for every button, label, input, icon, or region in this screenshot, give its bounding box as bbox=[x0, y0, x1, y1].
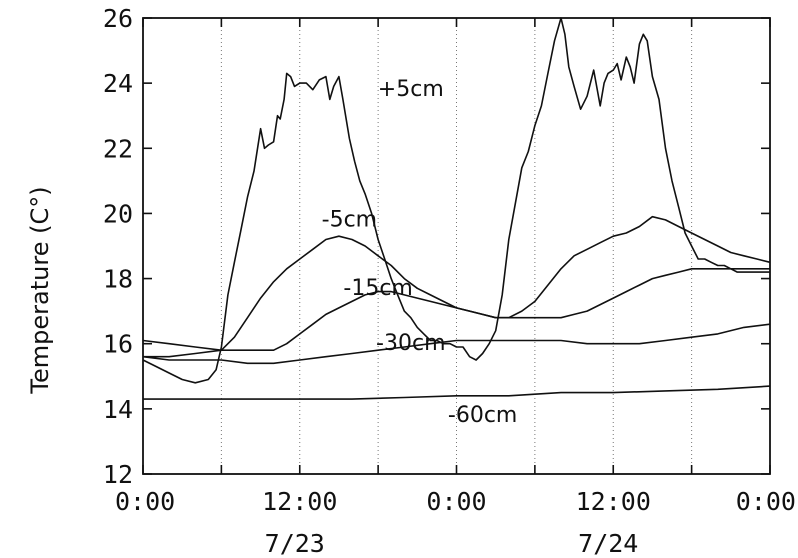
series-label-minus5cm: -5cm bbox=[322, 207, 377, 232]
x-tick-label: 0:00 bbox=[426, 487, 486, 516]
y-tick-label: 12 bbox=[103, 460, 133, 489]
series-label-plus5cm: +5cm bbox=[378, 77, 444, 102]
y-tick-label: 16 bbox=[103, 330, 133, 359]
series-label-minus15cm: -15cm bbox=[343, 276, 412, 301]
x-tick-labels: 0:00 12:00 0:00 12:00 0:00 bbox=[115, 487, 796, 516]
series-label-minus30cm: -30cm bbox=[376, 331, 445, 356]
y-tick-label: 26 bbox=[103, 4, 133, 33]
series-line-plus5cm bbox=[142, 17, 770, 384]
series-label-minus60cm: -60cm bbox=[448, 403, 517, 428]
y-tick-label: 14 bbox=[103, 395, 133, 424]
series-labels: +5cm -5cm -15cm -30cm -60cm bbox=[322, 77, 518, 428]
series-line-minus15cm bbox=[142, 267, 770, 352]
y-tick-label: 22 bbox=[103, 134, 133, 163]
x-tick-label: 12:00 bbox=[262, 487, 337, 516]
x-tick-label: 0:00 bbox=[736, 487, 796, 516]
series-line-minus60cm bbox=[143, 385, 771, 400]
series-line-minus30cm bbox=[142, 323, 771, 365]
y-axis-label: Temperature (C°) bbox=[26, 186, 54, 394]
date-labels: 7/23 7/24 bbox=[265, 529, 639, 558]
y-tick-label: 18 bbox=[103, 265, 133, 294]
grid-lines bbox=[220, 18, 693, 474]
axis-ticks bbox=[142, 17, 771, 475]
y-tick-label: 24 bbox=[103, 69, 133, 98]
y-tick-label: 20 bbox=[103, 199, 133, 228]
x-tick-label: 12:00 bbox=[576, 487, 651, 516]
date-label: 7/23 bbox=[265, 529, 325, 558]
series-lines bbox=[142, 17, 771, 400]
x-tick-label: 0:00 bbox=[115, 487, 175, 516]
date-label: 7/24 bbox=[578, 529, 638, 558]
y-tick-labels: 12 14 16 18 20 22 24 26 bbox=[103, 4, 133, 489]
